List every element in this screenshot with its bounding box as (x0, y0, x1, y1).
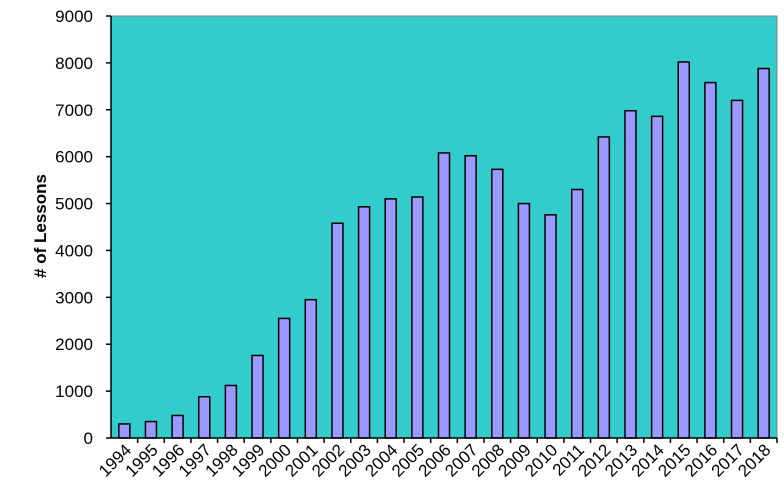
bar-2011 (570, 188, 584, 439)
y-tick-label: 2000 (55, 335, 93, 354)
bar-2000 (277, 317, 291, 439)
bars (118, 61, 770, 439)
y-tick-label: 6000 (55, 148, 93, 167)
y-tick-label: 3000 (55, 288, 93, 307)
bar-2006 (437, 152, 451, 439)
bar-2001 (304, 298, 318, 439)
bar-2013 (624, 109, 637, 439)
bar-2017 (730, 99, 744, 439)
bar-1998 (224, 384, 238, 439)
y-tick-label: 7000 (55, 101, 93, 120)
bar-1999 (251, 354, 264, 439)
bar-2018 (757, 67, 770, 439)
bar-2003 (357, 206, 371, 439)
bar-2016 (704, 81, 717, 439)
y-tick-label: 0 (84, 429, 93, 448)
bar-2015 (677, 61, 691, 439)
y-tick-label: 9000 (55, 7, 93, 26)
bar-1996 (171, 414, 184, 439)
y-tick-label: 1000 (55, 382, 93, 401)
bar-2014 (650, 115, 664, 439)
bar-2009 (517, 202, 531, 439)
bar-2010 (544, 214, 557, 439)
y-axis-title: # of Lessons (31, 174, 50, 278)
y-tick-label: 4000 (55, 241, 93, 260)
bar-1997 (197, 395, 211, 439)
bar-2005 (411, 196, 424, 439)
bar-2008 (491, 168, 504, 439)
y-axis-ticks: 0 1000 2000 3000 4000 5000 6000 7000 8000 9000 (55, 7, 111, 448)
y-tick-label: 5000 (55, 195, 93, 214)
x-axis-ticks: 1994199519961997199819992000200120022003… (95, 438, 778, 481)
bar-1995 (144, 420, 158, 439)
bar-1994 (118, 423, 131, 439)
bar-2002 (331, 222, 344, 439)
bar-2012 (597, 136, 611, 439)
bar-2004 (384, 198, 397, 439)
y-tick-label: 8000 (55, 54, 93, 73)
bar-2007 (464, 154, 477, 439)
